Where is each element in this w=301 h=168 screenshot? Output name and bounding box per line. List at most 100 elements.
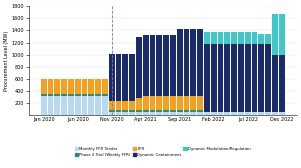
Bar xyxy=(82,94,87,96)
Bar xyxy=(75,96,81,115)
Bar xyxy=(123,112,128,115)
Bar xyxy=(252,44,257,112)
Bar xyxy=(75,79,81,94)
Bar xyxy=(143,112,149,115)
Bar xyxy=(109,54,115,101)
Bar xyxy=(143,96,149,110)
Bar xyxy=(95,96,101,115)
Bar xyxy=(123,101,128,110)
Bar xyxy=(191,110,196,112)
Bar xyxy=(204,32,210,44)
Bar xyxy=(150,110,155,112)
Legend: Monthly FFR Tender, Phase 2 Trial (Weekly FFR), FFR, Dynamic Containment, Dynami: Monthly FFR Tender, Phase 2 Trial (Weekl… xyxy=(73,145,252,159)
Bar xyxy=(163,35,169,96)
Bar xyxy=(225,32,230,44)
Bar xyxy=(61,94,67,96)
Bar xyxy=(136,37,142,98)
Bar xyxy=(197,29,203,96)
Bar xyxy=(95,94,101,96)
Bar xyxy=(150,96,155,110)
Bar xyxy=(231,44,237,112)
Bar xyxy=(102,79,108,94)
Bar xyxy=(265,112,271,115)
Bar xyxy=(163,110,169,112)
Bar xyxy=(116,110,121,112)
Bar xyxy=(184,96,189,110)
Bar xyxy=(48,96,53,115)
Bar xyxy=(123,110,128,112)
Bar xyxy=(157,96,162,110)
Bar xyxy=(129,54,135,101)
Bar xyxy=(265,44,271,112)
Bar xyxy=(61,79,67,94)
Bar xyxy=(177,96,183,110)
Bar xyxy=(279,55,285,112)
Bar xyxy=(211,32,217,44)
Bar xyxy=(197,96,203,110)
Bar xyxy=(109,112,115,115)
Bar xyxy=(102,96,108,115)
Bar xyxy=(61,96,67,115)
Bar xyxy=(48,94,53,96)
Bar xyxy=(211,44,217,112)
Bar xyxy=(54,94,60,96)
Bar xyxy=(157,110,162,112)
Bar xyxy=(177,112,183,115)
Bar xyxy=(259,34,264,44)
Bar xyxy=(68,94,74,96)
Bar xyxy=(184,110,189,112)
Bar xyxy=(157,35,162,96)
Bar xyxy=(41,96,47,115)
Bar xyxy=(191,29,196,96)
Bar xyxy=(136,98,142,110)
Bar xyxy=(177,110,183,112)
Bar xyxy=(279,14,285,55)
Bar xyxy=(197,112,203,115)
Bar xyxy=(272,14,278,55)
Bar xyxy=(143,35,149,96)
Bar xyxy=(116,101,121,110)
Bar xyxy=(68,79,74,94)
Bar xyxy=(252,112,257,115)
Bar xyxy=(54,96,60,115)
Bar xyxy=(197,110,203,112)
Bar xyxy=(143,110,149,112)
Bar xyxy=(129,110,135,112)
Bar xyxy=(116,112,121,115)
Bar xyxy=(191,96,196,110)
Bar xyxy=(75,94,81,96)
Bar xyxy=(88,94,94,96)
Bar xyxy=(272,55,278,112)
Bar xyxy=(184,29,189,96)
Bar xyxy=(41,79,47,94)
Bar xyxy=(88,79,94,94)
Bar xyxy=(170,112,176,115)
Bar xyxy=(150,112,155,115)
Bar xyxy=(231,32,237,44)
Bar xyxy=(170,35,176,96)
Bar xyxy=(136,112,142,115)
Bar xyxy=(163,96,169,110)
Bar xyxy=(150,35,155,96)
Bar xyxy=(245,112,251,115)
Bar xyxy=(82,79,87,94)
Bar xyxy=(204,112,210,115)
Bar xyxy=(279,112,285,115)
Bar xyxy=(129,112,135,115)
Bar xyxy=(272,112,278,115)
Bar xyxy=(95,79,101,94)
Bar xyxy=(48,79,53,94)
Bar xyxy=(218,112,223,115)
Bar xyxy=(109,110,115,112)
Bar xyxy=(191,112,196,115)
Bar xyxy=(170,110,176,112)
Bar xyxy=(252,32,257,44)
Bar xyxy=(163,112,169,115)
Bar xyxy=(177,29,183,96)
Bar xyxy=(204,44,210,112)
Bar xyxy=(218,44,223,112)
Bar xyxy=(54,79,60,94)
Bar xyxy=(102,94,108,96)
Bar xyxy=(170,96,176,110)
Bar xyxy=(41,94,47,96)
